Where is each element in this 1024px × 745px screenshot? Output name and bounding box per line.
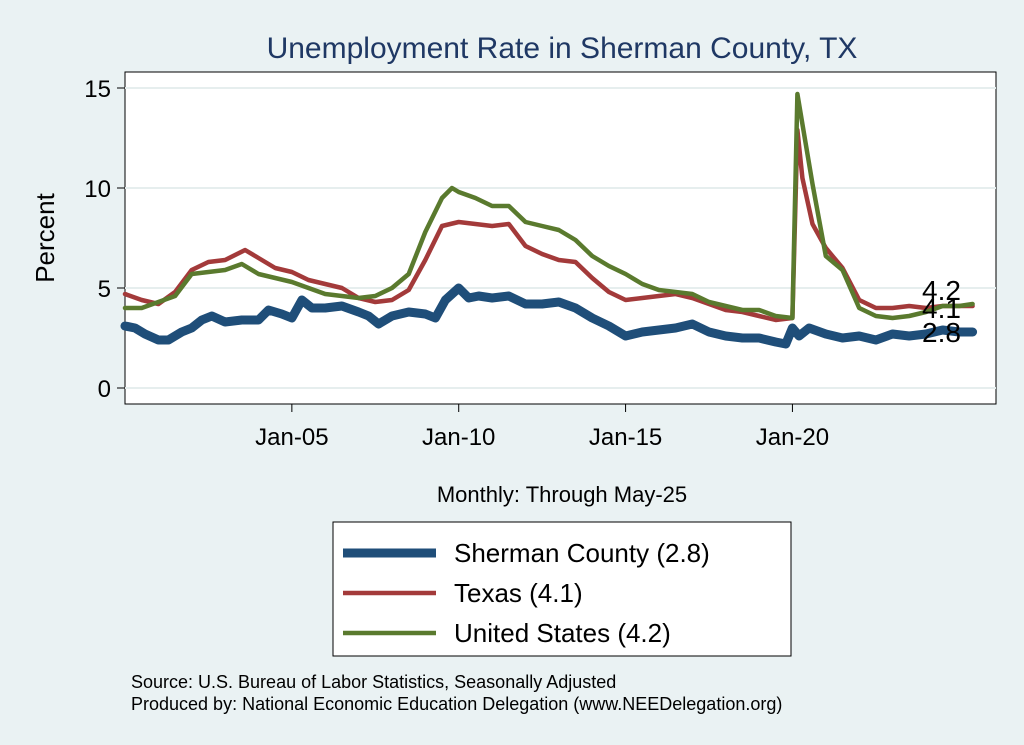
end-label-texas: 4.1 [922, 293, 961, 324]
legend: Sherman County (2.8) Texas (4.1) United St… [343, 538, 710, 648]
y-tick-label: 0 [98, 376, 111, 403]
x-tick-label: Jan-10 [422, 424, 495, 451]
end-label-united-states: 4.2 [922, 275, 961, 306]
x-tick-label: Jan-15 [589, 424, 662, 451]
series-line-sherman-county [120, 283, 978, 349]
plot-area [124, 71, 997, 405]
series-lines [120, 91, 978, 349]
y-tick-label: 5 [98, 276, 111, 303]
y-tick-label: 10 [84, 176, 111, 203]
legend-label: Sherman County (2.8) [454, 538, 710, 568]
x-axis-title: Monthly: Through May-25 [437, 482, 687, 507]
x-tick-label: Jan-05 [255, 424, 328, 451]
y-axis: 0 5 10 15 [84, 76, 125, 403]
chart-title: Unemployment Rate in Sherman County, TX [267, 32, 858, 65]
source-note: Source: U.S. Bureau of Labor Statistics,… [131, 672, 616, 692]
x-tick-label: Jan-20 [756, 424, 829, 451]
y-tick-label: 15 [84, 76, 111, 103]
legend-label: Texas (4.1) [454, 578, 583, 608]
x-axis: Jan-05 Jan-10 Jan-15 Jan-20 [255, 404, 829, 451]
legend-label: United States (4.2) [454, 618, 671, 648]
produced-by-note: Produced by: National Economic Education… [131, 694, 782, 714]
y-axis-title: Percent [30, 192, 60, 282]
series-line-texas [122, 127, 975, 323]
end-label-sherman-county: 2.8 [922, 317, 961, 348]
end-labels: 2.84.14.2 [922, 275, 961, 348]
series-line-united-states [122, 91, 975, 321]
